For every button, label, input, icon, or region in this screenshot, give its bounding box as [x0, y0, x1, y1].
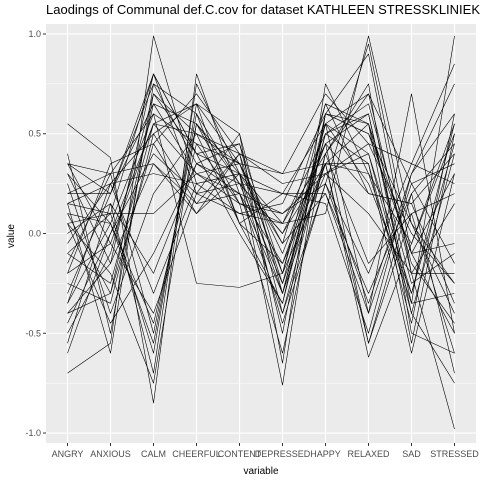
- x-axis-title: variable: [243, 466, 278, 477]
- y-tick-label: 0.0: [28, 229, 41, 239]
- series-line-6: [67, 63, 455, 274]
- x-tick-label: CHEERFUL: [172, 449, 221, 459]
- x-tick-label: STRESSED: [430, 449, 479, 459]
- y-tick-label: -1.0: [25, 428, 41, 438]
- series-line-33: [67, 73, 455, 294]
- x-tick-label: CONTENT: [218, 449, 262, 459]
- series-line-20: [67, 123, 455, 384]
- series-line-26: [67, 113, 455, 344]
- series-line-18: [67, 103, 455, 324]
- x-tick-label: CALM: [141, 449, 166, 459]
- x-tick-label: ANGRY: [52, 449, 84, 459]
- series-lines: [67, 35, 455, 430]
- y-axis: -1.0 -0.5 0.0 0.5 1.0: [25, 29, 46, 438]
- chart-title: Laodings of Communal def.C.cov for datas…: [46, 2, 480, 17]
- x-tick-label: RELAXED: [347, 449, 390, 459]
- x-axis: ANGRY ANXIOUS CALM CHEERFULCONTENTDEPRESSED…: [52, 443, 479, 459]
- x-tick-label: SAD: [402, 449, 421, 459]
- series-line-34: [67, 113, 455, 334]
- series-line-1: [67, 35, 455, 374]
- y-tick-label: -0.5: [25, 328, 41, 338]
- series-line-36: [67, 103, 455, 354]
- series-line-12: [67, 83, 455, 334]
- series-line-15: [67, 83, 455, 314]
- x-tick-label: ANXIOUS: [90, 449, 131, 459]
- x-tick-label: HAPPY: [310, 449, 341, 459]
- x-tick-label: DEPRESSED: [255, 449, 311, 459]
- y-tick-label: 1.0: [28, 29, 41, 39]
- series-line-31: [67, 123, 455, 384]
- y-tick-label: 0.5: [28, 129, 41, 139]
- y-axis-title: value: [6, 224, 17, 248]
